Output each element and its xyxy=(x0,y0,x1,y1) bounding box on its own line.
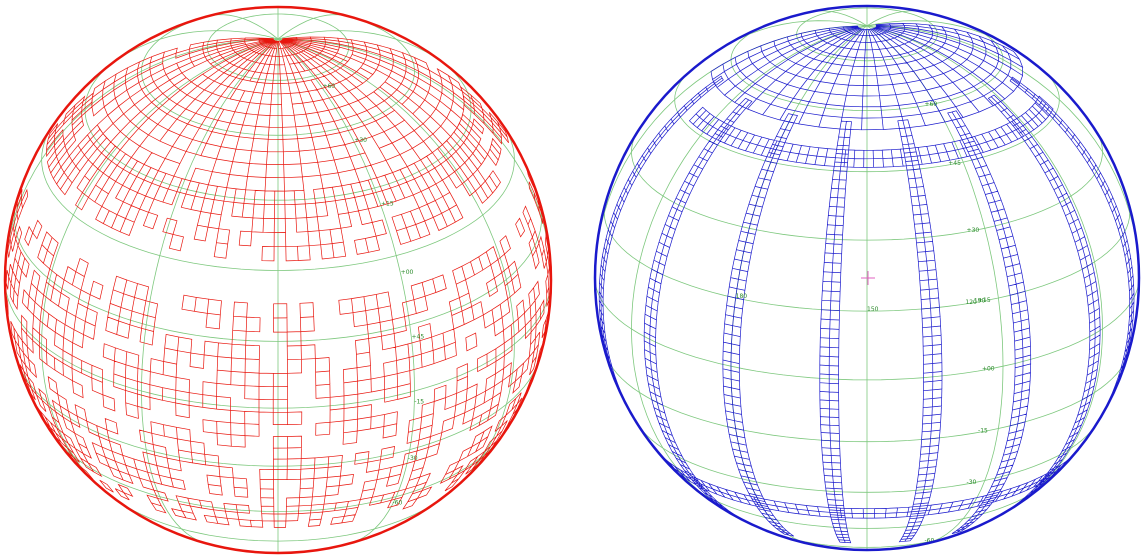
grid-label: +30 xyxy=(967,227,980,234)
right-sphere-panel: +60 +45 +30 +15 +00 -15 -30 -60 180 150 120 190 xyxy=(580,0,1142,556)
grid-label: +45 xyxy=(948,160,961,167)
left-sphere-panel: +00 +15 +30 +45 +60 -15 -30 -60 xyxy=(0,0,562,556)
grid-label: +60 xyxy=(924,101,937,108)
grid-label: -15 xyxy=(414,398,424,405)
center-crosshair-icon xyxy=(861,271,875,285)
left-sphere: +00 +15 +30 +45 +60 -15 -30 -60 xyxy=(0,0,562,556)
grid-label: +15 xyxy=(381,201,394,208)
grid-label: -60 xyxy=(392,499,402,506)
longitude-gridline xyxy=(278,39,514,489)
grid-label: +30 xyxy=(354,137,367,144)
grid-label: -15 xyxy=(978,427,988,434)
grid-label: +60 xyxy=(322,83,335,90)
longitude-gridline xyxy=(812,11,867,26)
grid-label: +45 xyxy=(412,333,425,340)
grid-label: 180 xyxy=(736,293,748,300)
left-globe: +00 +15 +30 +45 +60 -15 -30 -60 xyxy=(5,7,551,553)
grid-label: -30 xyxy=(408,455,418,462)
grid-label: +00 xyxy=(401,269,414,276)
grid-label: -30 xyxy=(967,479,977,486)
longitude-gridline xyxy=(631,26,867,506)
grid-label: +00 xyxy=(982,365,995,372)
grid-label: 190 xyxy=(974,298,986,305)
right-survey-stripes xyxy=(599,23,1134,542)
survey-stripe-cells xyxy=(599,23,1134,542)
grid-label: 150 xyxy=(867,306,879,313)
